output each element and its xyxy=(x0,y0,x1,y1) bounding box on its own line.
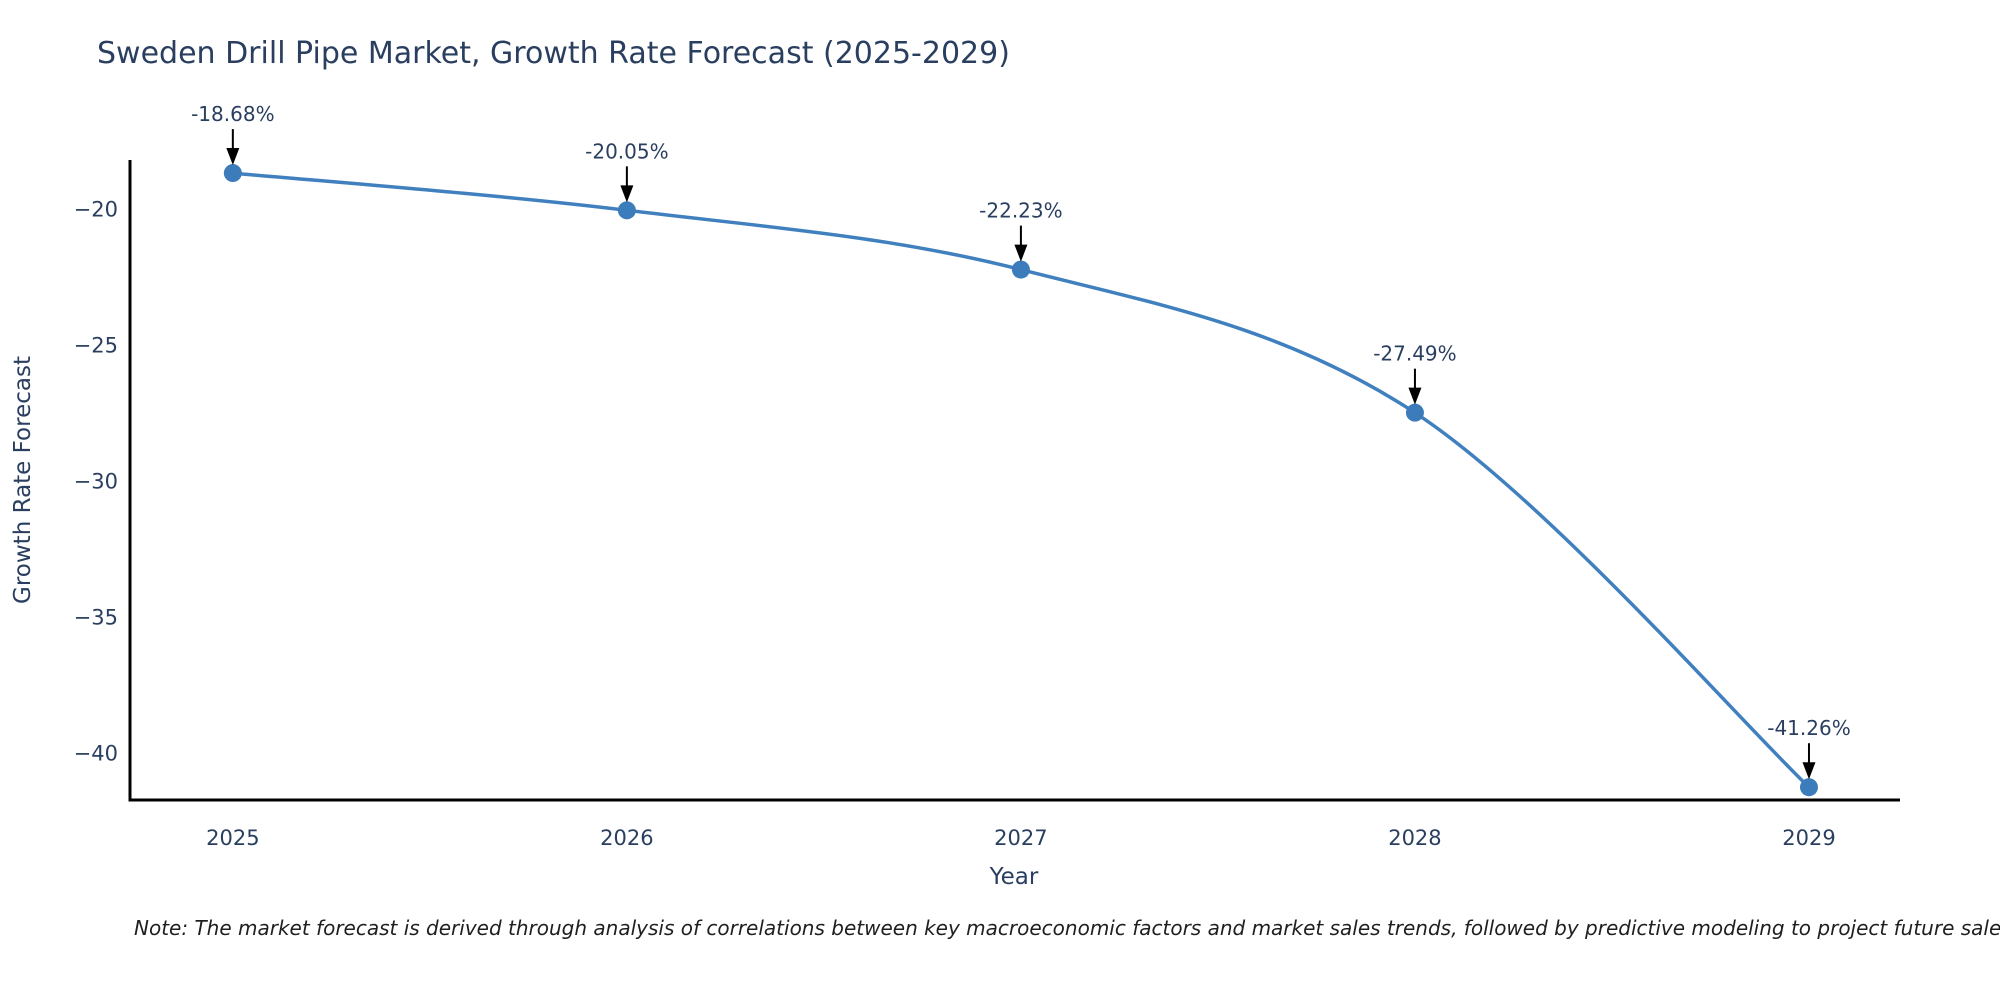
data-point-marker xyxy=(1011,260,1030,279)
x-tick-label: 2026 xyxy=(600,826,653,850)
y-tick-label: −40 xyxy=(74,741,118,765)
data-point-label: -41.26% xyxy=(1767,716,1850,740)
data-point-marker xyxy=(1799,778,1818,797)
chart-title: Sweden Drill Pipe Market, Growth Rate Fo… xyxy=(97,36,1010,71)
x-tick-label: 2025 xyxy=(206,826,259,850)
annotation-arrowhead xyxy=(620,185,634,203)
x-tick-label: 2029 xyxy=(1782,826,1835,850)
data-point-label: -22.23% xyxy=(979,199,1062,223)
x-axis-title: Year xyxy=(989,864,1039,890)
data-point-label: -27.49% xyxy=(1373,342,1456,366)
footnote-text: Note: The market forecast is derived thr… xyxy=(134,916,2000,940)
annotation-arrowhead xyxy=(1014,244,1028,262)
y-tick-label: −20 xyxy=(74,197,118,221)
annotation-arrowhead xyxy=(1408,387,1422,405)
data-point-label: -18.68% xyxy=(191,102,274,126)
data-point-marker xyxy=(617,201,636,220)
forecast-line xyxy=(231,171,1811,789)
x-tick-label: 2028 xyxy=(1388,826,1441,850)
y-tick-label: −30 xyxy=(74,469,118,493)
data-point-marker xyxy=(223,164,242,183)
data-point-label: -20.05% xyxy=(585,139,668,163)
y-tick-label: −35 xyxy=(74,605,118,629)
x-tick-label: 2027 xyxy=(994,826,1047,850)
y-axis-title: Growth Rate Forecast xyxy=(10,356,36,604)
y-tick-label: −25 xyxy=(74,333,118,357)
annotation-arrowhead xyxy=(226,148,240,166)
data-point-marker xyxy=(1405,403,1424,422)
annotation-arrowhead xyxy=(1802,762,1816,780)
